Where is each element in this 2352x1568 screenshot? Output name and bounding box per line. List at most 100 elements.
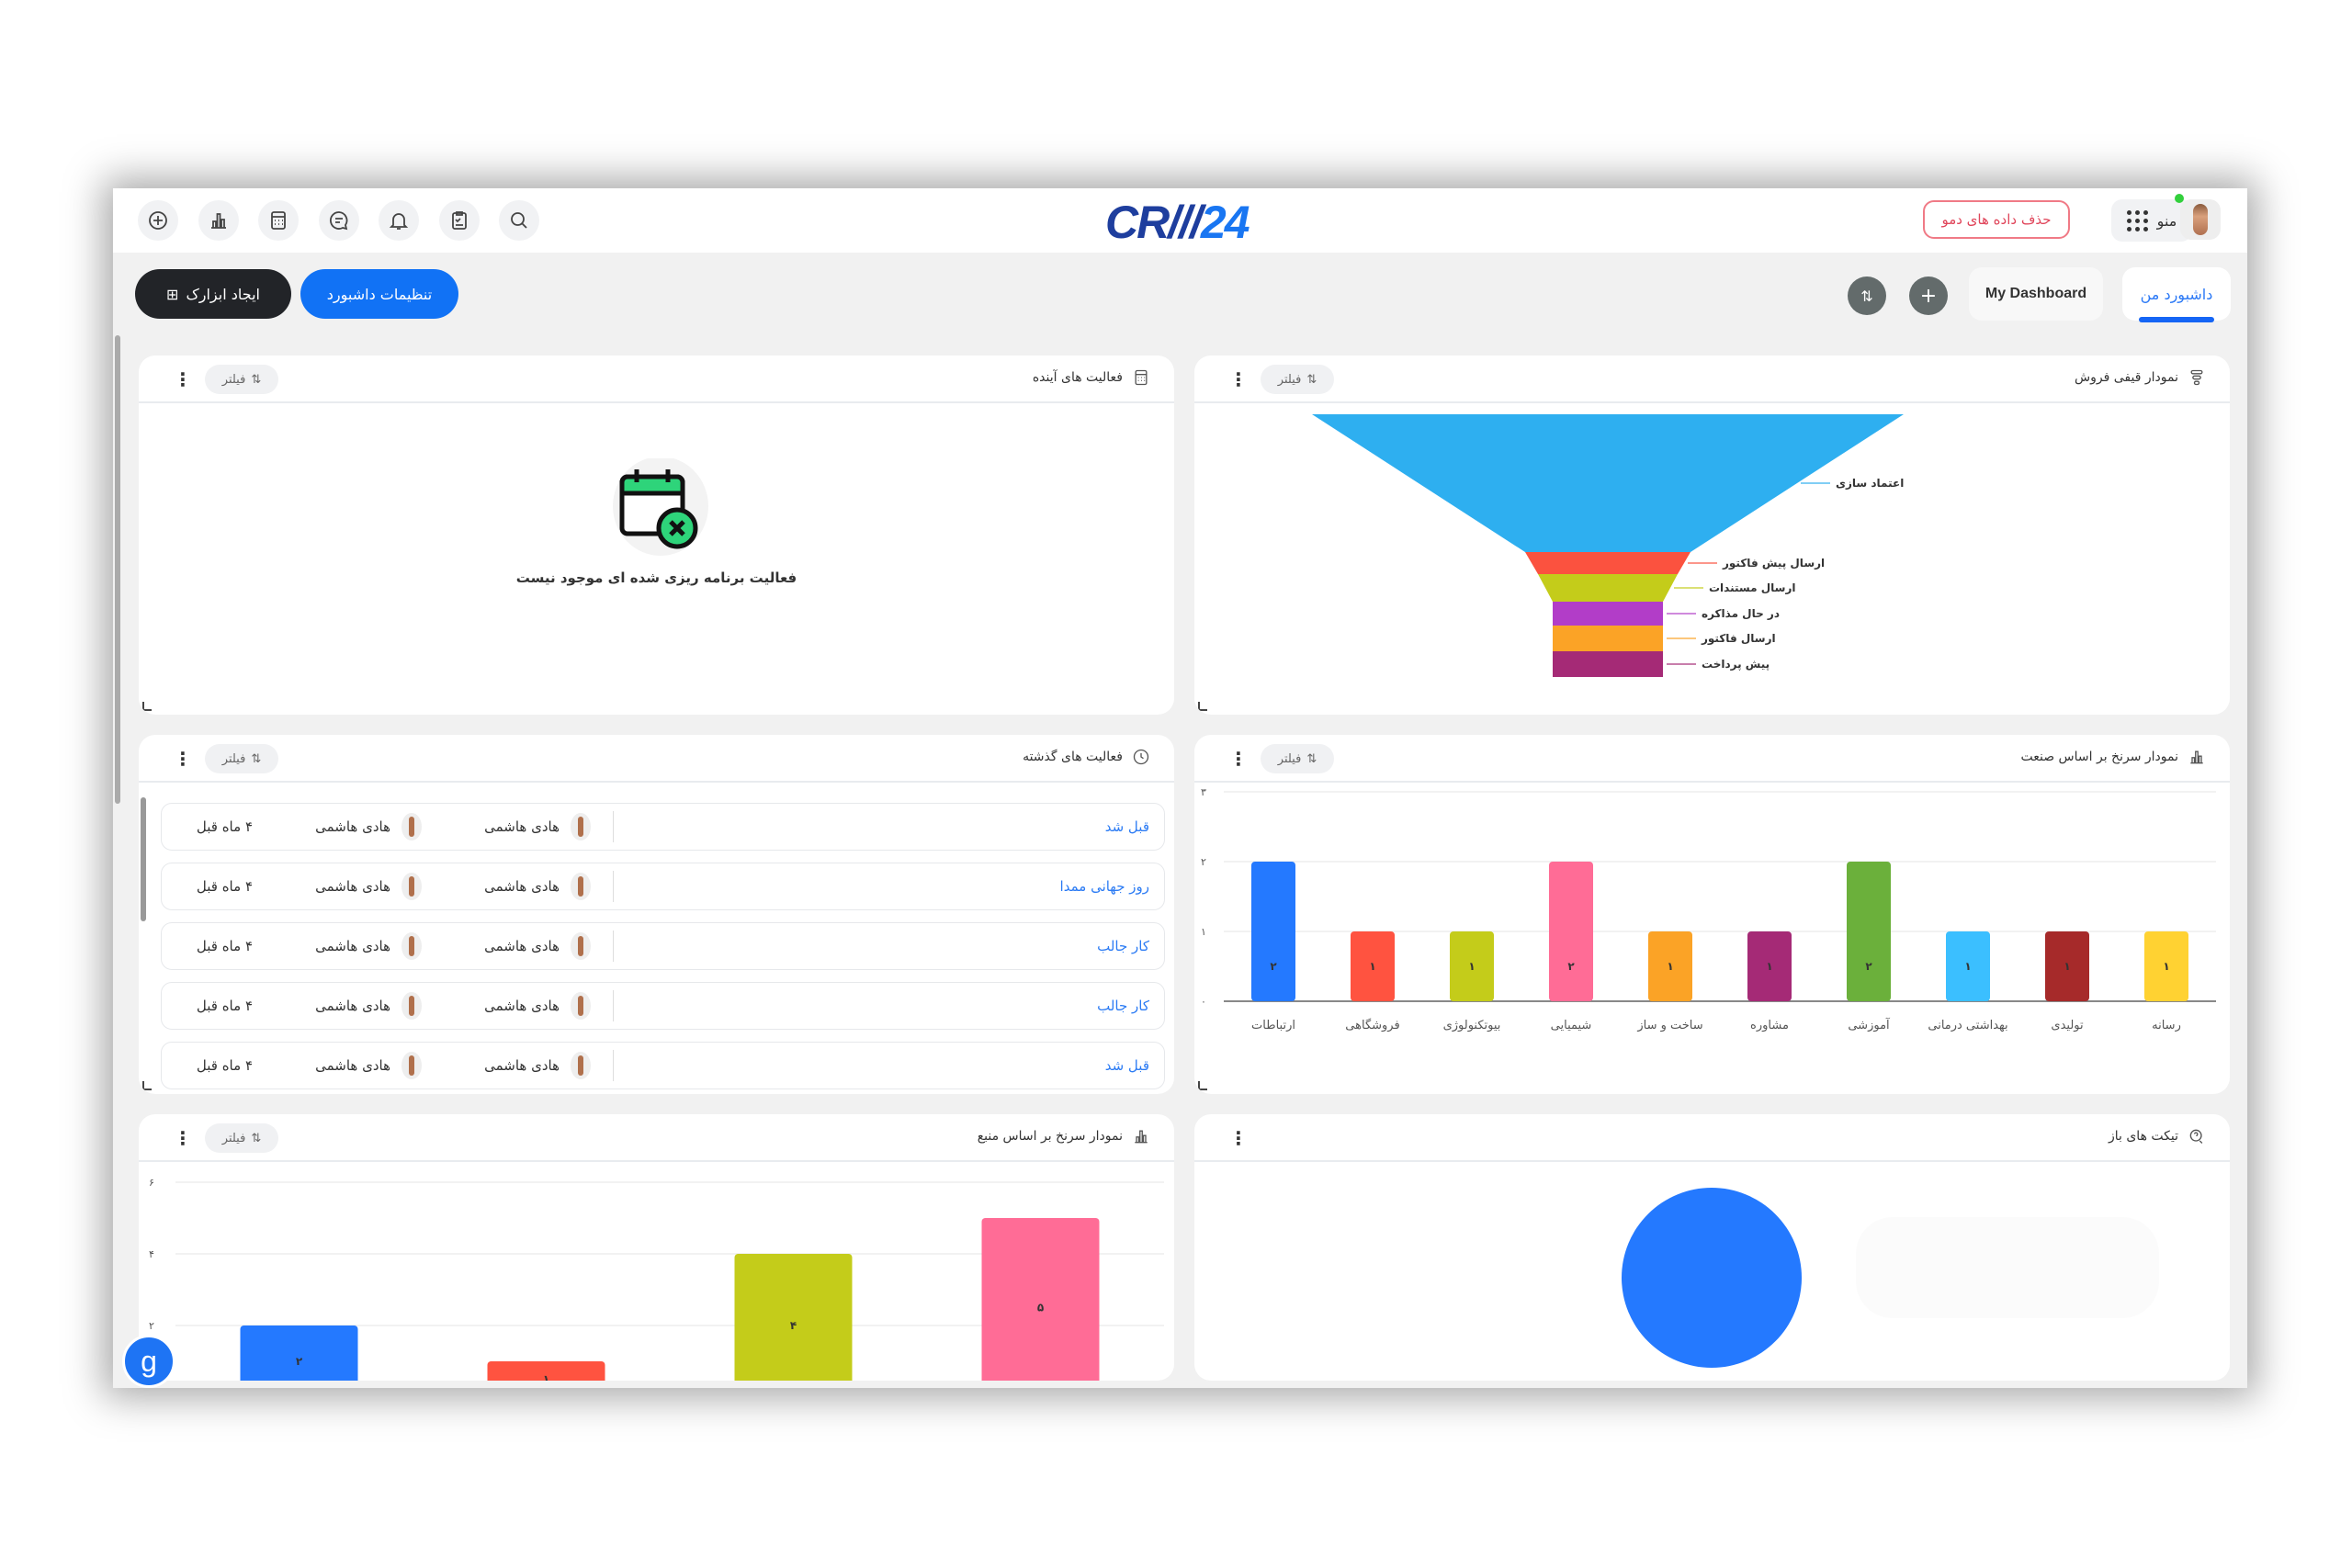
bar-value-label: ۲ bbox=[1270, 960, 1277, 973]
app-window: CR///24 حذف داده های دمو منو ⊞ ایجاد ابزا… bbox=[113, 188, 2247, 1388]
bar-chart-icon bbox=[2190, 750, 2203, 764]
filter-label: فیلتر bbox=[221, 751, 246, 766]
x-tick-label: تولیدی bbox=[2051, 1019, 2084, 1032]
filter-button[interactable]: ⇅ فیلتر bbox=[1261, 365, 1334, 394]
x-tick-label: فروشگاهی bbox=[1345, 1018, 1399, 1032]
bar-value-label: ۱ bbox=[1369, 960, 1375, 973]
bar-value-label: ۱ bbox=[1964, 960, 1971, 973]
y-tick-label: ۰ bbox=[1201, 996, 1206, 1008]
funnel-stage bbox=[1525, 552, 1690, 574]
activity-row[interactable]: کار جالب هادی هاشمی هادی هاشمی ۴ ماه قبل bbox=[161, 982, 1165, 1030]
tab-my-dashboard-en[interactable]: My Dashboard bbox=[1969, 267, 2103, 321]
funnel-stage-label: ارسال مستندات bbox=[1709, 581, 1795, 594]
more-options-icon[interactable]: ⋮ bbox=[1229, 1127, 1248, 1149]
bar bbox=[1251, 862, 1295, 1001]
activity-title-link[interactable]: قبل شد bbox=[613, 811, 1164, 842]
bar bbox=[1549, 862, 1593, 1001]
bar bbox=[487, 1361, 605, 1381]
user-avatar[interactable] bbox=[2180, 199, 2221, 240]
more-options-icon[interactable]: ⋮ bbox=[174, 748, 192, 770]
more-options-icon[interactable]: ⋮ bbox=[174, 1127, 192, 1149]
bar bbox=[1747, 931, 1792, 1001]
menu-button[interactable]: منو bbox=[2111, 199, 2192, 242]
filter-icon: ⇅ bbox=[1306, 751, 1317, 766]
bell-icon[interactable] bbox=[379, 200, 419, 241]
more-options-icon[interactable]: ⋮ bbox=[174, 368, 192, 390]
assignee-name: هادی هاشمی bbox=[484, 998, 560, 1014]
clipboard-icon[interactable] bbox=[439, 200, 480, 241]
add-circle-icon[interactable] bbox=[138, 200, 178, 241]
online-status-dot bbox=[2175, 194, 2184, 203]
filter-icon: ⇅ bbox=[251, 372, 262, 387]
bar bbox=[981, 1218, 1100, 1381]
activity-title-link[interactable]: روز جهانی ممدا bbox=[613, 871, 1164, 902]
avatar bbox=[571, 813, 591, 840]
top-bar: CR///24 حذف داده های دمو منو bbox=[113, 188, 2247, 253]
panel-header: فعالیت های گذشته ⇅ فیلتر ⋮ bbox=[139, 735, 1174, 783]
delete-demo-data-button[interactable]: حذف داده های دمو bbox=[1923, 200, 2070, 239]
bar-value-label: ۵ bbox=[1037, 1302, 1044, 1314]
activity-row[interactable]: روز جهانی ممدا هادی هاشمی هادی هاشمی ۴ م… bbox=[161, 863, 1165, 910]
resize-handle[interactable] bbox=[142, 702, 152, 711]
resize-handle[interactable] bbox=[142, 1081, 152, 1090]
activity-row[interactable]: قبل شد هادی هاشمی هادی هاشمی ۴ ماه قبل bbox=[161, 1042, 1165, 1089]
panel-header: فعالیت های آینده ⇅ فیلتر ⋮ bbox=[139, 355, 1174, 403]
activity-date: ۴ ماه قبل bbox=[196, 878, 253, 895]
activity-date: ۴ ماه قبل bbox=[196, 1057, 253, 1074]
leads-by-source-panel: نمودار سرنخ بر اساس منبع ⇅ فیلتر ⋮ ۲ ۴ ۶ ۲ ۱ ۴… bbox=[139, 1114, 1174, 1381]
activity-title-link[interactable]: کار جالب bbox=[613, 990, 1164, 1021]
activity-row[interactable]: قبل شد هادی هاشمی هادی هاشمی ۴ ماه قبل bbox=[161, 803, 1165, 851]
bar bbox=[1450, 931, 1494, 1001]
bar-value-label: ۱ bbox=[1468, 960, 1475, 973]
sort-arrows-icon: ⇅ bbox=[1860, 287, 1873, 305]
industry-bar-chart: ۰ ۱ ۲ ۳ ۲ ارتباطات ۱ فروشگاهی ۱ بیوتکنولوژی ۲ شیمیا… bbox=[1201, 786, 2216, 1032]
creator-name: هادی هاشمی bbox=[315, 998, 390, 1014]
activity-title-link[interactable]: کار جالب bbox=[613, 931, 1164, 962]
chat-icon[interactable] bbox=[319, 200, 359, 241]
more-options-icon[interactable]: ⋮ bbox=[1229, 748, 1248, 770]
bar-chart-icon[interactable] bbox=[198, 200, 239, 241]
resize-handle[interactable] bbox=[1198, 1081, 1207, 1090]
assignee: هادی هاشمی bbox=[444, 1052, 591, 1079]
filter-label: فیلتر bbox=[1277, 372, 1302, 387]
filter-icon: ⇅ bbox=[1306, 372, 1317, 387]
activity-date: ۴ ماه قبل bbox=[196, 938, 253, 954]
x-tick-label: شیمیایی bbox=[1551, 1019, 1592, 1032]
sort-button[interactable]: ⇅ bbox=[1848, 276, 1886, 315]
avatar bbox=[571, 992, 591, 1020]
funnel-stage bbox=[1553, 626, 1663, 651]
dashboard-settings-button[interactable]: تنظیمات داشبورد bbox=[300, 269, 458, 319]
panel-header: نمودار سرنخ بر اساس منبع ⇅ فیلتر ⋮ bbox=[139, 1114, 1174, 1162]
resize-handle[interactable] bbox=[1198, 702, 1207, 711]
past-activities-panel: فعالیت های گذشته ⇅ فیلتر ⋮ قبل شد هادی ها… bbox=[139, 735, 1174, 1094]
panel-title-text: فعالیت های آینده bbox=[1032, 370, 1123, 385]
tab-my-dashboard-fa[interactable]: داشبورد من bbox=[2122, 267, 2231, 322]
activity-date: ۴ ماه قبل bbox=[196, 818, 253, 835]
create-widget-button[interactable]: ⊞ ایجاد ابزارک bbox=[135, 269, 291, 319]
empty-calendar-icon bbox=[607, 457, 708, 559]
search-icon[interactable] bbox=[499, 200, 539, 241]
widget-add-icon: ⊞ bbox=[166, 285, 179, 303]
activity-title-link[interactable]: قبل شد bbox=[613, 1050, 1164, 1081]
sales-funnel-panel: نمودار قیفی فروش ⇅ فیلتر ⋮ اعتماد سازی ارس… bbox=[1194, 355, 2230, 715]
add-dashboard-button[interactable]: + bbox=[1909, 276, 1948, 315]
filter-button[interactable]: ⇅ فیلتر bbox=[1261, 744, 1334, 773]
support-chat-button[interactable]: g bbox=[122, 1335, 175, 1388]
panel-title-text: تیکت های باز bbox=[2108, 1129, 2178, 1144]
page-scrollbar[interactable] bbox=[115, 335, 120, 804]
funnel-stage-label: در حال مذاکره bbox=[1702, 607, 1780, 620]
y-tick-label: ۲ bbox=[149, 1320, 154, 1332]
filter-button[interactable]: ⇅ فیلتر bbox=[205, 365, 278, 394]
activity-row[interactable]: کار جالب هادی هاشمی هادی هاشمی ۴ ماه قبل bbox=[161, 922, 1165, 970]
filter-button[interactable]: ⇅ فیلتر bbox=[205, 744, 278, 773]
filter-button[interactable]: ⇅ فیلتر bbox=[205, 1123, 278, 1153]
assignee: هادی هاشمی bbox=[444, 932, 591, 960]
bar-value-label: ۱ bbox=[2163, 960, 2169, 973]
avatar bbox=[571, 873, 591, 900]
list-scrollbar[interactable] bbox=[141, 797, 146, 921]
creator: هادی هاشمی bbox=[275, 1052, 422, 1079]
more-options-icon[interactable]: ⋮ bbox=[1229, 368, 1248, 390]
tickets-pie-chart bbox=[1622, 1188, 2159, 1368]
bar-value-label: ۱ bbox=[543, 1373, 549, 1382]
calculator-icon[interactable] bbox=[258, 200, 299, 241]
